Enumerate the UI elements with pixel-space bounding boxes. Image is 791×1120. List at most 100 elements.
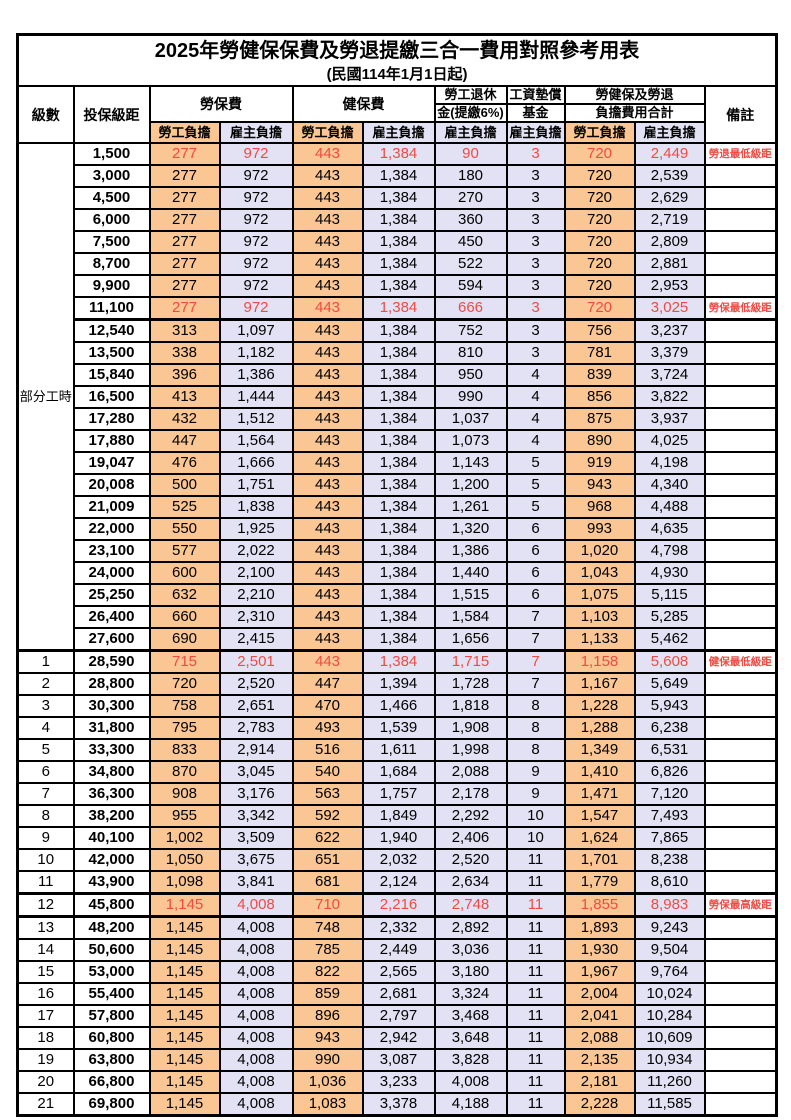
total-employer-cell: 5,649 [633, 672, 706, 696]
subheader-total-employer: 雇主負擔 [633, 121, 706, 144]
total-employer-cell: 3,724 [633, 363, 706, 387]
table-row: 3,000 277 972 443 1,384 180 3 720 2,539 [18, 164, 778, 188]
labor-employer-cell: 2,914 [218, 738, 294, 762]
health-employer-cell: 1,384 [361, 429, 436, 453]
bracket-cell: 4,500 [72, 186, 151, 210]
bracket-cell: 3,000 [72, 164, 151, 188]
health-employee-cell: 443 [291, 341, 364, 365]
total-employee-cell: 875 [563, 407, 636, 431]
bracket-cell: 8,700 [72, 252, 151, 276]
total-employer-cell: 10,934 [633, 1048, 706, 1072]
total-employer-cell: 3,822 [633, 385, 706, 409]
table-row: 9 40,100 1,002 3,509 622 1,940 2,406 10 1,624 7,8… [16, 826, 778, 850]
level-cell: 18 [16, 1026, 75, 1050]
bracket-cell: 11,100 [72, 296, 151, 321]
table-row: 9,900 277 972 443 1,384 594 3 720 2,953 [18, 274, 778, 298]
bracket-cell: 23,100 [72, 539, 151, 563]
pension-employer-cell: 1,728 [433, 672, 508, 696]
pension-employer-cell: 666 [433, 296, 508, 321]
pension-employer-cell: 1,584 [433, 605, 508, 629]
subheader-wage-fund-employer: 雇主負擔 [505, 121, 566, 144]
health-employer-cell: 1,384 [361, 451, 436, 475]
labor-employee-cell: 795 [148, 716, 221, 740]
labor-employer-cell: 1,182 [218, 341, 294, 365]
health-employee-cell: 651 [291, 848, 364, 872]
table-row: 1 28,590 715 2,501 443 1,384 1,715 7 1,158 5,608 健… [16, 649, 778, 674]
level-cell: 2 [16, 672, 75, 696]
note-cell [703, 363, 778, 387]
bracket-cell: 36,300 [72, 782, 151, 806]
health-employee-cell: 443 [291, 318, 364, 343]
labor-employer-cell: 4,008 [218, 1026, 294, 1050]
bracket-cell: 66,800 [72, 1070, 151, 1094]
labor-employer-cell: 1,838 [218, 495, 294, 519]
total-employee-cell: 1,020 [563, 539, 636, 563]
total-employee-cell: 1,075 [563, 583, 636, 607]
labor-employee-cell: 525 [148, 495, 221, 519]
health-employer-cell: 2,449 [361, 938, 436, 962]
total-employer-cell: 2,719 [633, 208, 706, 232]
wage-fund-employer-cell: 7 [505, 672, 566, 696]
labor-employer-cell: 4,008 [218, 1004, 294, 1028]
health-employer-cell: 1,384 [361, 649, 436, 674]
total-employer-cell: 2,449 [633, 142, 706, 166]
table-row: 6,000 277 972 443 1,384 360 3 720 2,719 [18, 208, 778, 232]
health-employee-cell: 443 [291, 274, 364, 298]
table-row: 17 57,800 1,145 4,008 896 2,797 3,468 11 2,041 10… [16, 1004, 778, 1028]
total-employer-cell: 5,285 [633, 605, 706, 629]
wage-fund-employer-cell: 6 [505, 539, 566, 563]
health-employer-cell: 1,684 [361, 760, 436, 784]
labor-employee-cell: 277 [148, 274, 221, 298]
level-cell: 9 [16, 826, 75, 850]
health-employee-cell: 443 [291, 517, 364, 541]
health-employee-cell: 990 [291, 1048, 364, 1072]
table-row: 7,500 277 972 443 1,384 450 3 720 2,809 [18, 230, 778, 254]
note-cell [703, 1048, 778, 1072]
note-cell [703, 583, 778, 607]
health-employer-cell: 1,384 [361, 627, 436, 652]
wage-fund-employer-cell: 3 [505, 164, 566, 188]
pension-employer-cell: 950 [433, 363, 508, 387]
table-row: 11,100 277 972 443 1,384 666 3 720 3,025 勞保最低級距 [18, 296, 778, 321]
labor-employee-cell: 338 [148, 341, 221, 365]
header-remark: 備註 [703, 85, 778, 144]
total-employer-cell: 3,937 [633, 407, 706, 431]
labor-employee-cell: 550 [148, 517, 221, 541]
wage-fund-employer-cell: 3 [505, 230, 566, 254]
labor-employee-cell: 313 [148, 318, 221, 343]
subheader-pension-employer: 雇主負擔 [433, 121, 508, 144]
bracket-cell: 16,500 [72, 385, 151, 409]
health-employer-cell: 1,384 [361, 605, 436, 629]
pension-employer-cell: 2,178 [433, 782, 508, 806]
total-employee-cell: 919 [563, 451, 636, 475]
total-employee-cell: 2,181 [563, 1070, 636, 1094]
bracket-cell: 27,600 [72, 627, 151, 652]
labor-employee-cell: 908 [148, 782, 221, 806]
total-employee-cell: 720 [563, 230, 636, 254]
total-employer-cell: 4,798 [633, 539, 706, 563]
table-row: 21 69,800 1,145 4,008 1,083 3,378 4,188 11 2,228… [16, 1092, 778, 1117]
health-employer-cell: 2,032 [361, 848, 436, 872]
table-title-block: 2025年勞健保保費及勞退提繳三合一費用對照參考用表 (民國114年1月1日起) [16, 33, 778, 87]
total-employer-cell: 8,610 [633, 870, 706, 895]
bracket-cell: 17,280 [72, 407, 151, 431]
note-cell [703, 1070, 778, 1094]
total-employer-cell: 9,243 [633, 915, 706, 940]
wage-fund-employer-cell: 5 [505, 473, 566, 497]
table-row: 26,400 660 2,310 443 1,384 1,584 7 1,103 5,285 [18, 605, 778, 629]
note-cell: 勞保最高級距 [703, 892, 778, 918]
health-employer-cell: 2,216 [361, 892, 436, 918]
wage-fund-employer-cell: 3 [505, 208, 566, 232]
health-employee-cell: 1,036 [291, 1070, 364, 1094]
labor-employer-cell: 2,022 [218, 539, 294, 563]
wage-fund-employer-cell: 4 [505, 429, 566, 453]
labor-employee-cell: 277 [148, 230, 221, 254]
pension-employer-cell: 990 [433, 385, 508, 409]
wage-fund-employer-cell: 10 [505, 826, 566, 850]
wage-fund-employer-cell: 11 [505, 870, 566, 895]
note-cell [703, 429, 778, 453]
total-employee-cell: 1,967 [563, 960, 636, 984]
total-employer-cell: 7,493 [633, 804, 706, 828]
labor-employer-cell: 2,310 [218, 605, 294, 629]
total-employee-cell: 720 [563, 142, 636, 166]
